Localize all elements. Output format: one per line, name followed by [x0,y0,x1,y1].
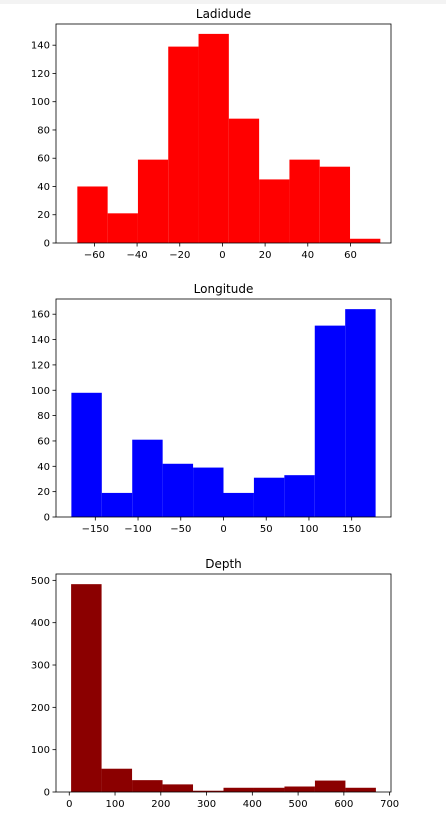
histogram-bar [107,213,138,243]
y-tick-label: 200 [31,703,50,714]
y-tick-label: 300 [31,661,50,672]
y-tick-label: 400 [31,618,50,629]
x-tick-label: 100 [299,524,318,535]
y-tick-label: 140 [31,41,50,52]
chart-title: Depth [205,557,242,571]
histogram-bar [71,392,102,517]
subplot-3: Depth 0 100 200 300 400 500 600 700 0 100 200 300 400… [31,557,399,810]
x-tick-label: 500 [289,799,308,810]
histogram-bar [71,584,102,792]
y-tick-label: 500 [31,576,50,587]
x-tick-label: −50 [170,524,191,535]
histogram-bar [284,786,315,792]
y-tick-label: 160 [31,310,50,321]
histogram-bar [193,467,224,517]
histogram-bar [193,790,224,792]
y-tick-label: 80 [37,411,50,422]
histogram-bar [101,492,133,517]
axes-frame [55,23,392,244]
histogram-bar [253,477,285,517]
histogram-bar [345,787,376,792]
x-tick-label: 100 [105,799,124,810]
histogram-bar [228,118,260,243]
y-tick-label: 100 [31,745,50,756]
histogram-bar [168,46,199,243]
y-tick-label: 0 [44,788,50,799]
histogram-bar [77,186,108,243]
y-tick-label: 40 [37,462,50,473]
y-tick-label: 0 [44,513,50,524]
x-tick-label: 700 [380,799,399,810]
x-tick-label: 600 [334,799,353,810]
histogram-bar [162,784,194,792]
histogram-bar [284,475,315,517]
histogram-bar [253,787,285,792]
x-tick-label: 150 [342,524,361,535]
histogram-bar [289,159,320,243]
histogram-bar [223,492,254,517]
x-tick-label: −40 [127,250,148,261]
histogram-bar [314,780,346,792]
y-tick-label: 0 [44,239,50,250]
y-tick-label: 60 [37,154,50,165]
histogram-bar [223,787,254,792]
x-tick-label: 0 [66,799,72,810]
y-tick-label: 20 [37,210,50,221]
chart-title: Ladidude [196,7,251,21]
y-tick-label: 60 [37,436,50,447]
subplot-2: Longitude −150 −100 −50 0 50 100 150 0 20 40 60 80 10… [31,282,392,535]
histogram-bar [137,159,169,243]
x-tick-label: −60 [84,250,105,261]
histogram-bar [314,325,346,517]
y-tick-label: 120 [31,69,50,80]
histogram-bar [162,463,194,517]
x-tick-label: 60 [344,250,357,261]
histogram-bar [345,309,376,517]
histogram-bar [350,238,381,243]
y-tick-label: 40 [37,182,50,193]
histogram-bar [198,33,229,243]
chart-title: Longitude [194,282,254,296]
x-tick-label: −20 [169,250,190,261]
y-tick-label: 140 [31,335,50,346]
x-tick-label: 0 [220,524,226,535]
x-tick-label: 0 [219,250,225,261]
y-tick-label: 20 [37,487,50,498]
y-tick-label: 100 [31,386,50,397]
x-tick-label: 300 [197,799,216,810]
y-tick-label: 80 [37,125,50,136]
x-tick-label: 400 [243,799,262,810]
y-tick-label: 120 [31,360,50,371]
histogram-bar [259,179,290,243]
x-tick-label: 40 [301,250,314,261]
x-tick-label: 20 [259,250,272,261]
x-tick-label: −150 [82,524,109,535]
x-tick-label: 200 [151,799,170,810]
y-tick-label: 100 [31,97,50,108]
x-tick-label: −100 [124,524,151,535]
notebook-top-bar [0,0,446,4]
histogram-bar [101,768,133,792]
histogram-bar [132,439,163,517]
x-tick-label: 50 [260,524,273,535]
subplot-1: Ladidude −60 −40 −20 0 20 40 60 0 20 40 60 80 100 120 1… [31,7,392,261]
histogram-bar [319,166,351,243]
axes-frame [55,573,392,793]
histogram-bar [132,780,163,792]
